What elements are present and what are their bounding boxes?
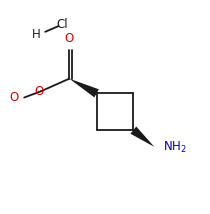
Polygon shape	[69, 79, 99, 97]
Text: H: H	[32, 28, 41, 41]
Text: O: O	[35, 85, 44, 98]
Text: NH$_2$: NH$_2$	[163, 140, 186, 155]
Text: O: O	[9, 91, 18, 104]
Text: Cl: Cl	[56, 18, 68, 31]
Polygon shape	[130, 126, 154, 147]
Text: O: O	[65, 32, 74, 45]
